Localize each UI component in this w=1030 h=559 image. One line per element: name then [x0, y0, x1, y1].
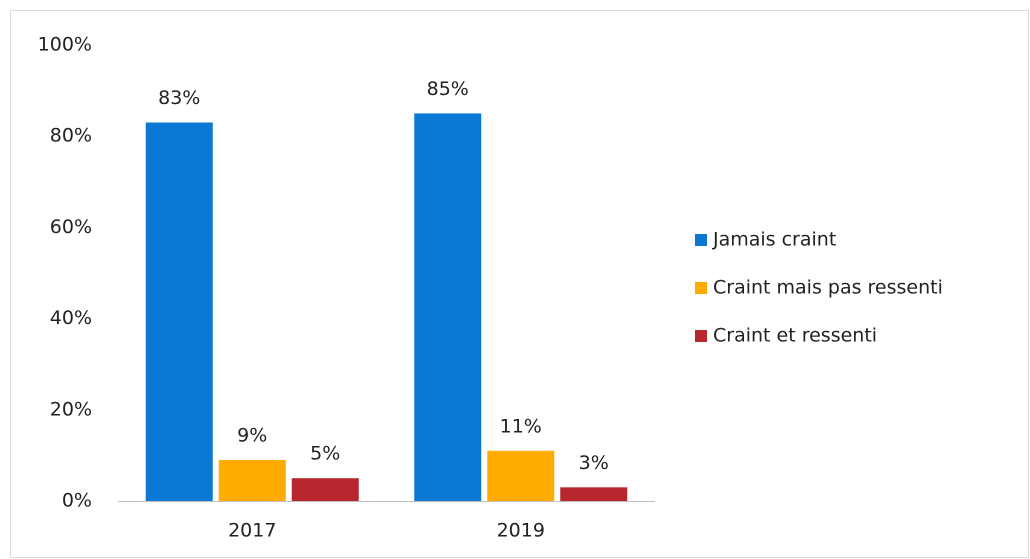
- legend-swatch: [695, 234, 707, 246]
- data-label: 85%: [427, 78, 469, 100]
- y-tick-label: 60%: [50, 216, 92, 238]
- legend-label: Craint mais pas ressenti: [713, 277, 943, 299]
- legend-swatch: [695, 330, 707, 342]
- bar: [487, 450, 555, 501]
- y-tick-label: 40%: [50, 307, 92, 329]
- bar: [145, 122, 213, 502]
- y-tick-label: 80%: [50, 125, 92, 147]
- x-tick-label: 2019: [497, 520, 545, 542]
- data-label: 5%: [310, 443, 340, 465]
- legend-label: Jamais craint: [712, 229, 836, 251]
- y-tick-label: 0%: [62, 490, 92, 512]
- y-tick-label: 20%: [50, 398, 92, 420]
- bar: [218, 459, 286, 501]
- data-label: 9%: [237, 424, 267, 446]
- data-label: 3%: [579, 452, 609, 474]
- data-label: 83%: [158, 87, 200, 109]
- bar: [291, 478, 359, 501]
- bar: [560, 487, 628, 501]
- legend-swatch: [695, 282, 707, 294]
- bar: [414, 113, 482, 502]
- y-tick-label: 100%: [38, 34, 92, 56]
- x-tick-label: 2017: [228, 520, 276, 542]
- legend-label: Craint et ressenti: [713, 325, 877, 347]
- data-label: 11%: [500, 415, 542, 437]
